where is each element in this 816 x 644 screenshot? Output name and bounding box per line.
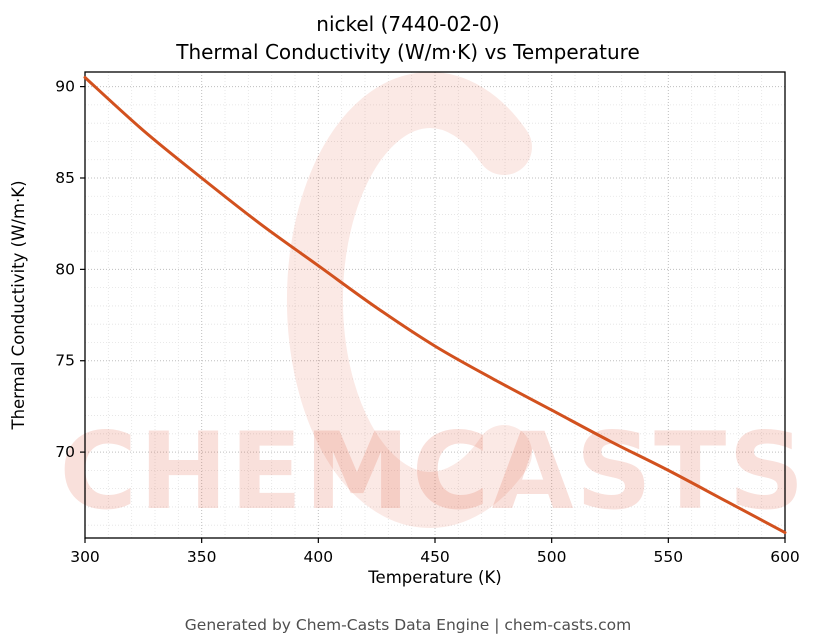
y-tick-label: 70 bbox=[55, 443, 75, 461]
x-tick-label: 600 bbox=[770, 548, 800, 566]
data-line-thermal-conductivity bbox=[83, 75, 787, 535]
y-tick-label: 85 bbox=[55, 169, 75, 187]
y-tick-label: 80 bbox=[55, 260, 75, 278]
y-tick-label: 75 bbox=[55, 352, 75, 370]
x-tick-label: 500 bbox=[537, 548, 567, 566]
chart-title-line2: Thermal Conductivity (W/m·K) vs Temperat… bbox=[176, 40, 640, 64]
x-tick-label: 350 bbox=[187, 548, 217, 566]
x-axis-label: Temperature (K) bbox=[367, 568, 501, 587]
watermark-c-logo bbox=[286, 72, 532, 528]
x-tick-label: 300 bbox=[70, 548, 100, 566]
chart-title-line1: nickel (7440-02-0) bbox=[316, 12, 500, 36]
tick-layer: 300 350 400 450 500 550 600 70 75 80 85 90 bbox=[55, 78, 800, 566]
x-tick-label: 450 bbox=[420, 548, 450, 566]
y-axis-label: Thermal Conductivity (W/m·K) bbox=[9, 180, 28, 430]
x-tick-label: 550 bbox=[654, 548, 684, 566]
chart-title: nickel (7440-02-0) Thermal Conductivity … bbox=[0, 10, 816, 66]
series-layer bbox=[83, 75, 787, 535]
footer-credit: Generated by Chem-Casts Data Engine | ch… bbox=[184, 616, 632, 634]
y-tick-label: 90 bbox=[55, 78, 75, 96]
watermark-text: CHEMCASTS bbox=[59, 410, 806, 533]
watermark-layer: CHEMCASTS bbox=[59, 72, 806, 533]
x-tick-label: 400 bbox=[304, 548, 334, 566]
